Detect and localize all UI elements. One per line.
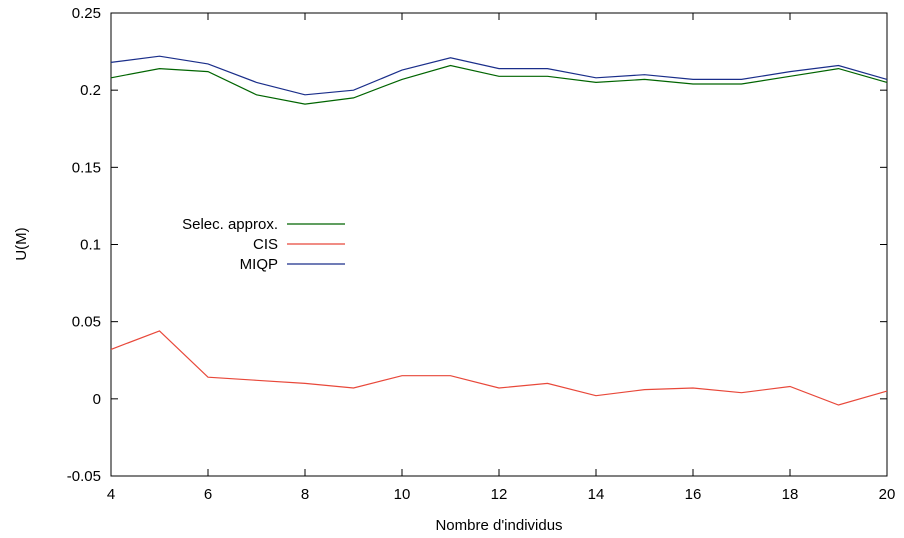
legend-label: Selec. approx. [182, 216, 278, 233]
plot-frame [110, 12, 888, 477]
y-axis-label: U(M) [13, 227, 30, 260]
axis-ticks: 4 6 8 10 12 14 16 18 20 -0.05 0 0.05 0.1 0.15 0.2 0.25 [67, 5, 896, 503]
y-tick-label: 0.05 [72, 314, 101, 331]
x-tick-label: 16 [685, 486, 702, 503]
x-tick-label: 8 [301, 486, 309, 503]
legend-label: CIS [253, 236, 278, 253]
legend: Selec. approx. CIS MIQP [182, 216, 345, 273]
x-tick-label: 12 [491, 486, 508, 503]
x-tick-label: 14 [588, 486, 605, 503]
x-tick-label: 18 [782, 486, 799, 503]
x-tick-label: 4 [107, 486, 115, 503]
y-tick-label: -0.05 [67, 468, 101, 485]
series-line-miqp [110, 55, 888, 96]
x-tick-label: 20 [879, 486, 896, 503]
series-line-selec-approx [110, 64, 888, 105]
y-tick-label: 0.25 [72, 5, 101, 22]
x-tick-label: 10 [394, 486, 411, 503]
series-group [110, 55, 888, 406]
y-tick-label: 0.1 [80, 237, 101, 254]
series-line-cis [110, 330, 888, 406]
x-axis-label: Nombre d'individus [435, 517, 562, 534]
x-tick-label: 6 [204, 486, 212, 503]
y-tick-label: 0 [93, 391, 101, 408]
y-tick-label: 0.15 [72, 159, 101, 176]
legend-label: MIQP [240, 256, 278, 273]
y-tick-label: 0.2 [80, 82, 101, 99]
